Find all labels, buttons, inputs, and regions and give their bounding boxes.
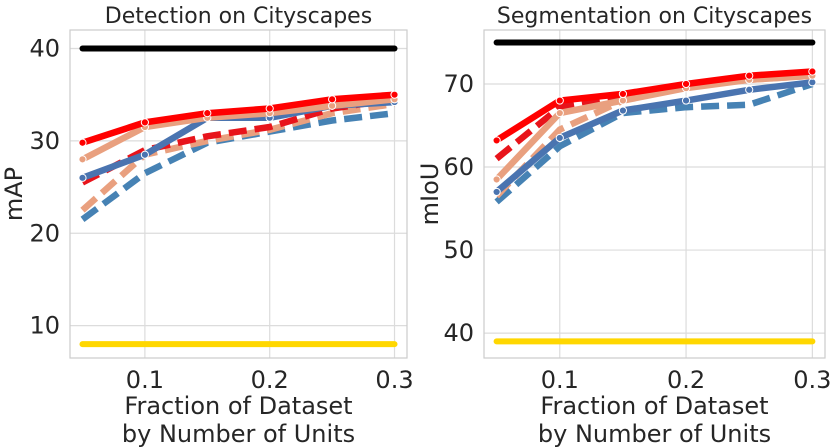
series-red-solid-point-2 <box>618 89 628 99</box>
series-red-solid-point-1 <box>555 96 564 105</box>
chart-title: Detection on Cityscapes <box>105 4 372 29</box>
x-tick-label-1: 0.2 <box>251 366 289 394</box>
detection-chart: Detection on Cityscapes 0.1 0.2 0.3 10 20 30 40… <box>0 4 414 447</box>
series-blue-solid-point-2 <box>618 106 628 115</box>
x-axis-label: Fraction of Dataset by Number of Units <box>122 392 355 447</box>
series-salmon-solid-point-2 <box>618 96 628 105</box>
series-blue-solid-point-5 <box>808 78 817 87</box>
series-salmon-solid-line <box>493 72 816 183</box>
y-tick-label-2: 60 <box>443 153 474 181</box>
axes-frame <box>69 29 408 359</box>
series-red-solid-point-4 <box>745 71 754 80</box>
y-axis-label: mIoU <box>416 163 444 226</box>
series-red-solid-point-0 <box>492 136 501 145</box>
series-red-dashed-line <box>494 68 813 162</box>
series-red-solid-point-1 <box>140 118 149 127</box>
series-blue-solid-point-0 <box>78 173 87 182</box>
axes-frame <box>483 29 826 359</box>
chart-title: Segmentation on Cityscapes <box>497 4 812 29</box>
series-blue-dashed-line <box>80 109 395 223</box>
series-salmon-solid-point-0 <box>78 155 87 164</box>
y-tick-label-0: 10 <box>29 312 60 340</box>
series-red-solid-point-4 <box>328 95 337 104</box>
series-red-solid-point-5 <box>808 67 817 76</box>
x-tick-label-1: 0.2 <box>667 366 705 394</box>
series-salmon-solid-point-1 <box>555 108 564 118</box>
y-tick-label-2: 30 <box>29 127 60 155</box>
x-tick-label-0: 0.1 <box>126 366 164 394</box>
y-axis-label: mAP <box>0 167 28 221</box>
series-blue-solid-line <box>493 79 816 196</box>
series-red-solid-line <box>79 91 398 146</box>
series-blue-solid-point-1 <box>140 150 149 159</box>
y-tick-label-3: 70 <box>443 70 474 98</box>
segmentation-chart: Segmentation on Cityscapes 0.1 0.2 0.3 40 50 6… <box>416 4 831 447</box>
x-axis-label: Fraction of Dataset by Number of Units <box>538 392 771 447</box>
series-red-solid-point-3 <box>681 79 691 89</box>
y-tick-label-1: 20 <box>29 219 60 247</box>
series-red-solid-point-2 <box>203 109 212 118</box>
series-red-solid-point-0 <box>78 138 87 147</box>
series-salmon-solid-point-0 <box>492 175 501 184</box>
series-salmon-dashed-line <box>80 100 395 213</box>
series-blue-solid-point-0 <box>492 187 501 197</box>
y-tick-label-1: 50 <box>443 236 474 264</box>
series-red-solid-point-3 <box>265 104 274 113</box>
series-blue-solid-point-4 <box>745 85 754 94</box>
plot-area <box>70 30 407 358</box>
series-blue-solid-point-3 <box>681 96 691 105</box>
series-red-solid-point-5 <box>390 90 399 99</box>
series-blue-dashed-line <box>494 80 814 205</box>
x-tick-label-2: 0.3 <box>375 366 413 394</box>
series-salmon-solid-line <box>79 96 398 163</box>
x-tick-label-2: 0.3 <box>793 366 831 394</box>
series-blue-solid-point-1 <box>555 133 564 143</box>
series-red-solid-line <box>493 68 816 144</box>
x-tick-label-0: 0.1 <box>541 366 579 394</box>
y-tick-label-0: 40 <box>443 319 474 347</box>
y-tick-label-3: 40 <box>29 34 60 62</box>
